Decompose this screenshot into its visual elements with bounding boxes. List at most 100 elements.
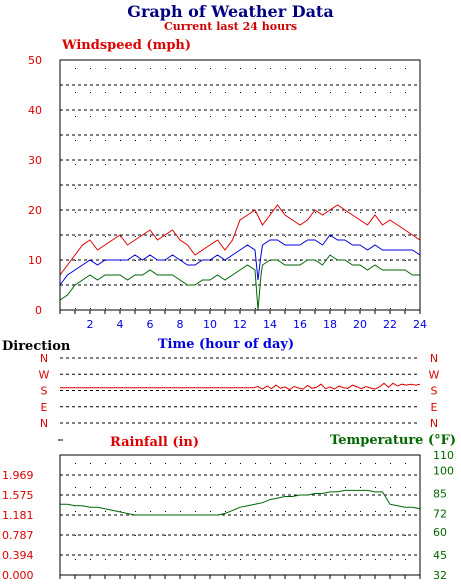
rain-grid-dot <box>120 535 121 536</box>
wind-grid-dot <box>165 188 166 189</box>
rain-grid-dot <box>105 511 106 512</box>
rain-grid-dot <box>240 559 241 560</box>
wind-grid-dot <box>330 68 331 69</box>
rain-grid-dot <box>375 511 376 512</box>
wind-grid-dot <box>255 212 256 213</box>
wind-grid-dot <box>180 140 181 141</box>
wind-grid-dot <box>300 260 301 261</box>
wind-grid-dot <box>180 68 181 69</box>
rain-grid-dot <box>360 487 361 488</box>
rain-grid-dot <box>255 559 256 560</box>
temperature-y-axis-label: Temperature (°F) <box>330 433 456 448</box>
wind-grid-dot <box>345 68 346 69</box>
wind-grid-dot <box>285 68 286 69</box>
rain-grid-dot <box>390 559 391 560</box>
rain-grid-dot <box>360 559 361 560</box>
temperature-series-line-1 <box>60 489 421 516</box>
wind-grid-dot <box>270 284 271 285</box>
rain-grid-dot <box>240 463 241 464</box>
rain-grid-dot <box>225 559 226 560</box>
wind-grid-dot <box>150 284 151 285</box>
wind-x-tick-label: 2 <box>87 318 94 331</box>
rain-grid-dot <box>165 463 166 464</box>
wind-grid-dot <box>255 140 256 141</box>
rain-grid-dot <box>360 535 361 536</box>
wind-grid-dot <box>180 188 181 189</box>
wind-grid-dot <box>90 188 91 189</box>
wind-series-line-3 <box>59 254 420 311</box>
wind-grid-dot <box>120 284 121 285</box>
direction-y-axis-label: Direction <box>2 339 71 354</box>
rain-grid-dot <box>300 463 301 464</box>
wind-y-tick-label: 40 <box>28 104 42 117</box>
wind-grid-dot <box>135 116 136 117</box>
wind-x-tick-label: 22 <box>383 318 397 331</box>
rain-grid-dot <box>225 487 226 488</box>
wind-grid-dot <box>180 92 181 93</box>
wind-grid-dot <box>315 68 316 69</box>
rain-grid-dot <box>300 487 301 488</box>
direction-y-tick-label-left: E <box>41 401 48 414</box>
wind-grid-dot <box>330 212 331 213</box>
wind-grid-dot <box>360 92 361 93</box>
wind-grid-dot <box>120 68 121 69</box>
wind-grid-dot <box>180 284 181 285</box>
wind-grid-dot <box>90 116 91 117</box>
rain-grid-dot <box>345 487 346 488</box>
wind-grid-dot <box>405 308 406 309</box>
wind-series-line-1 <box>59 204 421 276</box>
rain-grid-dot <box>345 559 346 560</box>
rain-grid-dot <box>105 463 106 464</box>
wind-grid-dot <box>345 308 346 309</box>
wind-grid-dot <box>300 188 301 189</box>
temperature-y-tick-label: 85 <box>433 487 447 500</box>
rain-grid-dot <box>255 487 256 488</box>
wind-grid-dot <box>75 236 76 237</box>
wind-grid-dot <box>210 188 211 189</box>
rain-grid-dot <box>180 559 181 560</box>
wind-grid-dot <box>390 284 391 285</box>
wind-grid-dot <box>105 116 106 117</box>
wind-grid-dot <box>135 260 136 261</box>
wind-grid-dot <box>375 68 376 69</box>
wind-grid-dot <box>240 260 241 261</box>
rain-grid-dot <box>210 535 211 536</box>
wind-grid-dot <box>90 212 91 213</box>
wind-grid-dot <box>315 188 316 189</box>
wind-grid-dot <box>150 260 151 261</box>
wind-grid-dot <box>255 260 256 261</box>
temperature-y-tick-label: 100 <box>433 464 454 477</box>
rain-grid-dot <box>105 487 106 488</box>
wind-grid-dot <box>135 92 136 93</box>
wind-grid-dot <box>180 212 181 213</box>
wind-grid-dot <box>360 284 361 285</box>
wind-grid-dot <box>210 164 211 165</box>
wind-grid-dot <box>300 68 301 69</box>
wind-grid-dot <box>210 92 211 93</box>
wind-grid-dot <box>285 116 286 117</box>
wind-grid-dot <box>90 92 91 93</box>
wind-grid-dot <box>405 92 406 93</box>
wind-grid-dot <box>75 308 76 309</box>
temperature-y-tick-label: 45 <box>433 549 447 562</box>
wind-grid-dot <box>225 260 226 261</box>
wind-grid-dot <box>210 68 211 69</box>
wind-grid-dot <box>330 116 331 117</box>
rain-grid-dot <box>165 487 166 488</box>
rain-grid-dot <box>390 463 391 464</box>
wind-grid-dot <box>255 164 256 165</box>
rain-grid-dot <box>210 463 211 464</box>
rain-grid-dot <box>210 487 211 488</box>
wind-grid-dot <box>345 164 346 165</box>
rain-grid-dot <box>120 559 121 560</box>
wind-grid-dot <box>360 140 361 141</box>
wind-grid-dot <box>300 212 301 213</box>
wind-y-tick-label: 20 <box>28 204 42 217</box>
wind-grid-dot <box>105 236 106 237</box>
rain-grid-dot <box>285 487 286 488</box>
rain-y-tick-label: 1.181 <box>2 509 34 522</box>
wind-grid-dot <box>315 140 316 141</box>
rain-grid-dot <box>390 535 391 536</box>
wind-grid-dot <box>105 212 106 213</box>
rain-grid-dot <box>405 463 406 464</box>
